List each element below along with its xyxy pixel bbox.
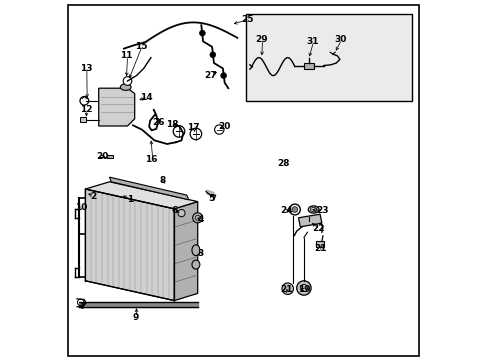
Text: 28: 28 — [276, 159, 289, 168]
Text: 11: 11 — [120, 51, 133, 60]
Text: 20: 20 — [218, 122, 230, 131]
Circle shape — [296, 281, 310, 295]
Text: 25: 25 — [241, 15, 253, 24]
Text: 6: 6 — [171, 206, 178, 215]
Text: 14: 14 — [140, 93, 152, 102]
Polygon shape — [174, 202, 197, 301]
Text: 31: 31 — [306, 37, 318, 46]
Text: 26: 26 — [152, 118, 165, 127]
Text: 30: 30 — [334, 35, 346, 44]
Bar — [303, 63, 313, 69]
Circle shape — [192, 213, 203, 223]
Text: 2: 2 — [90, 192, 97, 201]
Text: 27: 27 — [204, 71, 216, 80]
Polygon shape — [206, 190, 213, 196]
Bar — [246, 14, 411, 101]
Polygon shape — [79, 303, 197, 307]
Text: 13: 13 — [80, 64, 92, 73]
Text: 1: 1 — [127, 195, 134, 204]
Text: 18: 18 — [166, 120, 178, 129]
Text: 17: 17 — [186, 123, 199, 132]
Text: 24: 24 — [280, 206, 292, 215]
Polygon shape — [85, 189, 174, 301]
Polygon shape — [298, 214, 321, 227]
Ellipse shape — [192, 260, 200, 269]
Circle shape — [199, 30, 205, 36]
Text: 29: 29 — [255, 35, 267, 44]
Text: 3: 3 — [197, 249, 203, 258]
Text: 10: 10 — [75, 202, 87, 212]
Text: 20: 20 — [96, 152, 108, 161]
Circle shape — [123, 77, 132, 85]
Text: 19: 19 — [297, 285, 310, 294]
Polygon shape — [316, 241, 324, 247]
Text: 4: 4 — [197, 215, 203, 224]
Circle shape — [209, 52, 215, 58]
Ellipse shape — [192, 245, 200, 256]
Ellipse shape — [307, 206, 318, 213]
Ellipse shape — [120, 84, 131, 90]
Polygon shape — [99, 88, 134, 126]
Polygon shape — [109, 177, 188, 200]
Circle shape — [220, 73, 226, 78]
Circle shape — [282, 283, 293, 294]
Text: 7: 7 — [79, 302, 85, 311]
Text: 21: 21 — [279, 285, 292, 294]
Circle shape — [178, 210, 185, 217]
Circle shape — [291, 207, 297, 212]
Text: 22: 22 — [311, 224, 324, 233]
Text: 8: 8 — [160, 176, 166, 185]
Text: 15: 15 — [134, 42, 147, 51]
Polygon shape — [85, 182, 197, 209]
Polygon shape — [80, 117, 86, 122]
Text: 23: 23 — [315, 206, 327, 215]
Polygon shape — [107, 155, 113, 158]
Text: 21: 21 — [314, 244, 326, 253]
Text: 16: 16 — [145, 155, 158, 163]
Text: 5: 5 — [208, 194, 214, 202]
Text: 12: 12 — [80, 105, 92, 114]
Text: 9: 9 — [133, 313, 139, 322]
